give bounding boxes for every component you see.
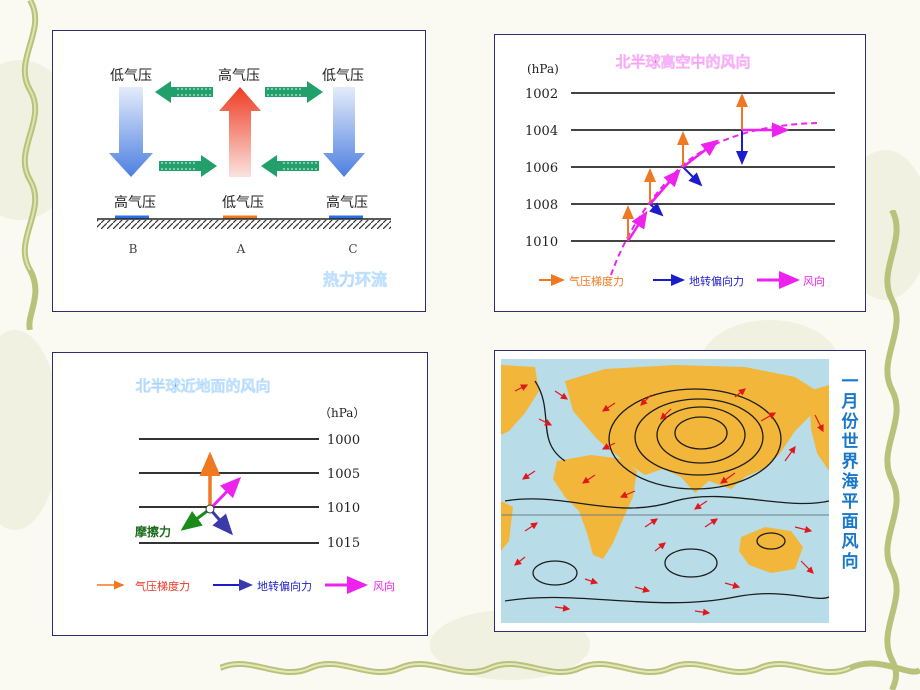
panel-thermal-circulation: 低气压 高气压 低气压 高气压 低气压 高气压 bbox=[52, 30, 426, 312]
rising-air-arrow bbox=[219, 87, 261, 177]
panel-surface-wind: 北半球近地面的风向 （hPa） 1000 1005 1010 1015 摩擦力 … bbox=[52, 352, 428, 636]
top-center-pressure-label: 高气压 bbox=[218, 67, 260, 84]
top-right-pressure-label: 低气压 bbox=[322, 68, 364, 84]
pressure-unit-label: (hPa) bbox=[527, 62, 559, 76]
bottom-right-pressure-label: 高气压 bbox=[326, 194, 368, 211]
panel-world-wind-map bbox=[494, 350, 866, 632]
pressure-gradient-arrows bbox=[622, 93, 748, 241]
legend-coriolis-label: 地转偏向力 bbox=[689, 274, 744, 288]
isobar-lines bbox=[571, 92, 835, 242]
surface-isobar-label-1015: 1015 bbox=[327, 536, 360, 551]
wind-direction-arrows bbox=[626, 122, 790, 242]
surface-isobar-lines bbox=[139, 438, 319, 544]
surface-legend-wind-label: 风向 bbox=[373, 579, 395, 593]
thermal-circulation-caption: 热力环流 bbox=[323, 270, 387, 289]
legend-pressure-gradient-label: 气压梯度力 bbox=[569, 274, 624, 288]
coriolis-arrows bbox=[649, 130, 748, 217]
sinking-air-arrow-left bbox=[109, 87, 153, 177]
legend-wind-label: 风向 bbox=[803, 274, 825, 288]
landmass-americas-west bbox=[501, 365, 539, 435]
wind-arrows bbox=[514, 384, 824, 616]
surface-isobar-label-1010: 1010 bbox=[327, 501, 360, 516]
lower-flow-arrow-right bbox=[261, 155, 319, 177]
site-label-a: A bbox=[236, 242, 246, 256]
isobar-label-1004: 1004 bbox=[525, 124, 558, 139]
isobar-label-1006: 1006 bbox=[525, 161, 558, 176]
upper-air-title: 北半球高空中的风向 bbox=[615, 53, 750, 71]
site-label-c: C bbox=[348, 242, 357, 256]
landmass-eurasia bbox=[565, 365, 817, 493]
surface-wind-diagram: 北半球近地面的风向 （hPa） 1000 1005 1010 1015 摩擦力 … bbox=[97, 377, 395, 594]
upper-flow-arrow-left bbox=[155, 81, 213, 103]
world-wind-map bbox=[501, 359, 830, 623]
background-leaf bbox=[0, 330, 60, 530]
surface-isobar-label-1005: 1005 bbox=[327, 467, 360, 482]
upper-flow-arrow-right bbox=[265, 81, 323, 103]
vine-border-bottom bbox=[220, 660, 920, 675]
surface-isobar-label-1000: 1000 bbox=[327, 433, 360, 448]
upper-wind-path bbox=[610, 122, 818, 276]
surface-pressure-unit: （hPa） bbox=[319, 406, 365, 420]
sinking-air-arrow-right bbox=[323, 87, 365, 177]
surface-coriolis-arrow bbox=[208, 508, 233, 536]
ground-hatch bbox=[97, 220, 391, 229]
thermal-circulation-diagram: 低气压 高气压 低气压 高气压 低气压 高气压 bbox=[97, 67, 391, 289]
air-parcel-point bbox=[205, 504, 215, 514]
surface-friction-arrow bbox=[180, 507, 211, 531]
landmass-south-america bbox=[501, 501, 513, 551]
surface-wind-title: 北半球近地面的风向 bbox=[135, 377, 270, 395]
pressure-isobars bbox=[504, 380, 830, 604]
landmass-africa bbox=[553, 455, 637, 559]
upper-air-wind-diagram: 北半球高空中的风向 (hPa) 1002 1004 1006 1008 1010 bbox=[525, 53, 835, 289]
landmass-australia bbox=[739, 527, 803, 573]
isobar-label-1010: 1010 bbox=[525, 235, 558, 250]
surface-wind-arrow bbox=[208, 476, 242, 511]
friction-label: 摩擦力 bbox=[135, 524, 171, 539]
isobar-label-1008: 1008 bbox=[525, 198, 558, 213]
lower-flow-arrow-left bbox=[159, 155, 217, 177]
vine-border-left bbox=[21, 0, 39, 330]
bottom-left-pressure-label: 高气压 bbox=[114, 194, 156, 211]
surface-legend-pressure-gradient-label: 气压梯度力 bbox=[135, 579, 190, 593]
panel-upper-air-wind: 北半球高空中的风向 (hPa) 1002 1004 1006 1008 1010 bbox=[494, 34, 866, 312]
top-left-pressure-label: 低气压 bbox=[110, 68, 152, 84]
surface-legend-coriolis-label: 地转偏向力 bbox=[257, 579, 312, 593]
bottom-center-pressure-label: 低气压 bbox=[222, 195, 264, 211]
vine-border-right bbox=[884, 210, 900, 690]
site-label-b: B bbox=[129, 242, 138, 256]
world-map-side-title: 一月份世界海平面风向 bbox=[841, 372, 859, 572]
isobar-label-1002: 1002 bbox=[525, 87, 558, 102]
